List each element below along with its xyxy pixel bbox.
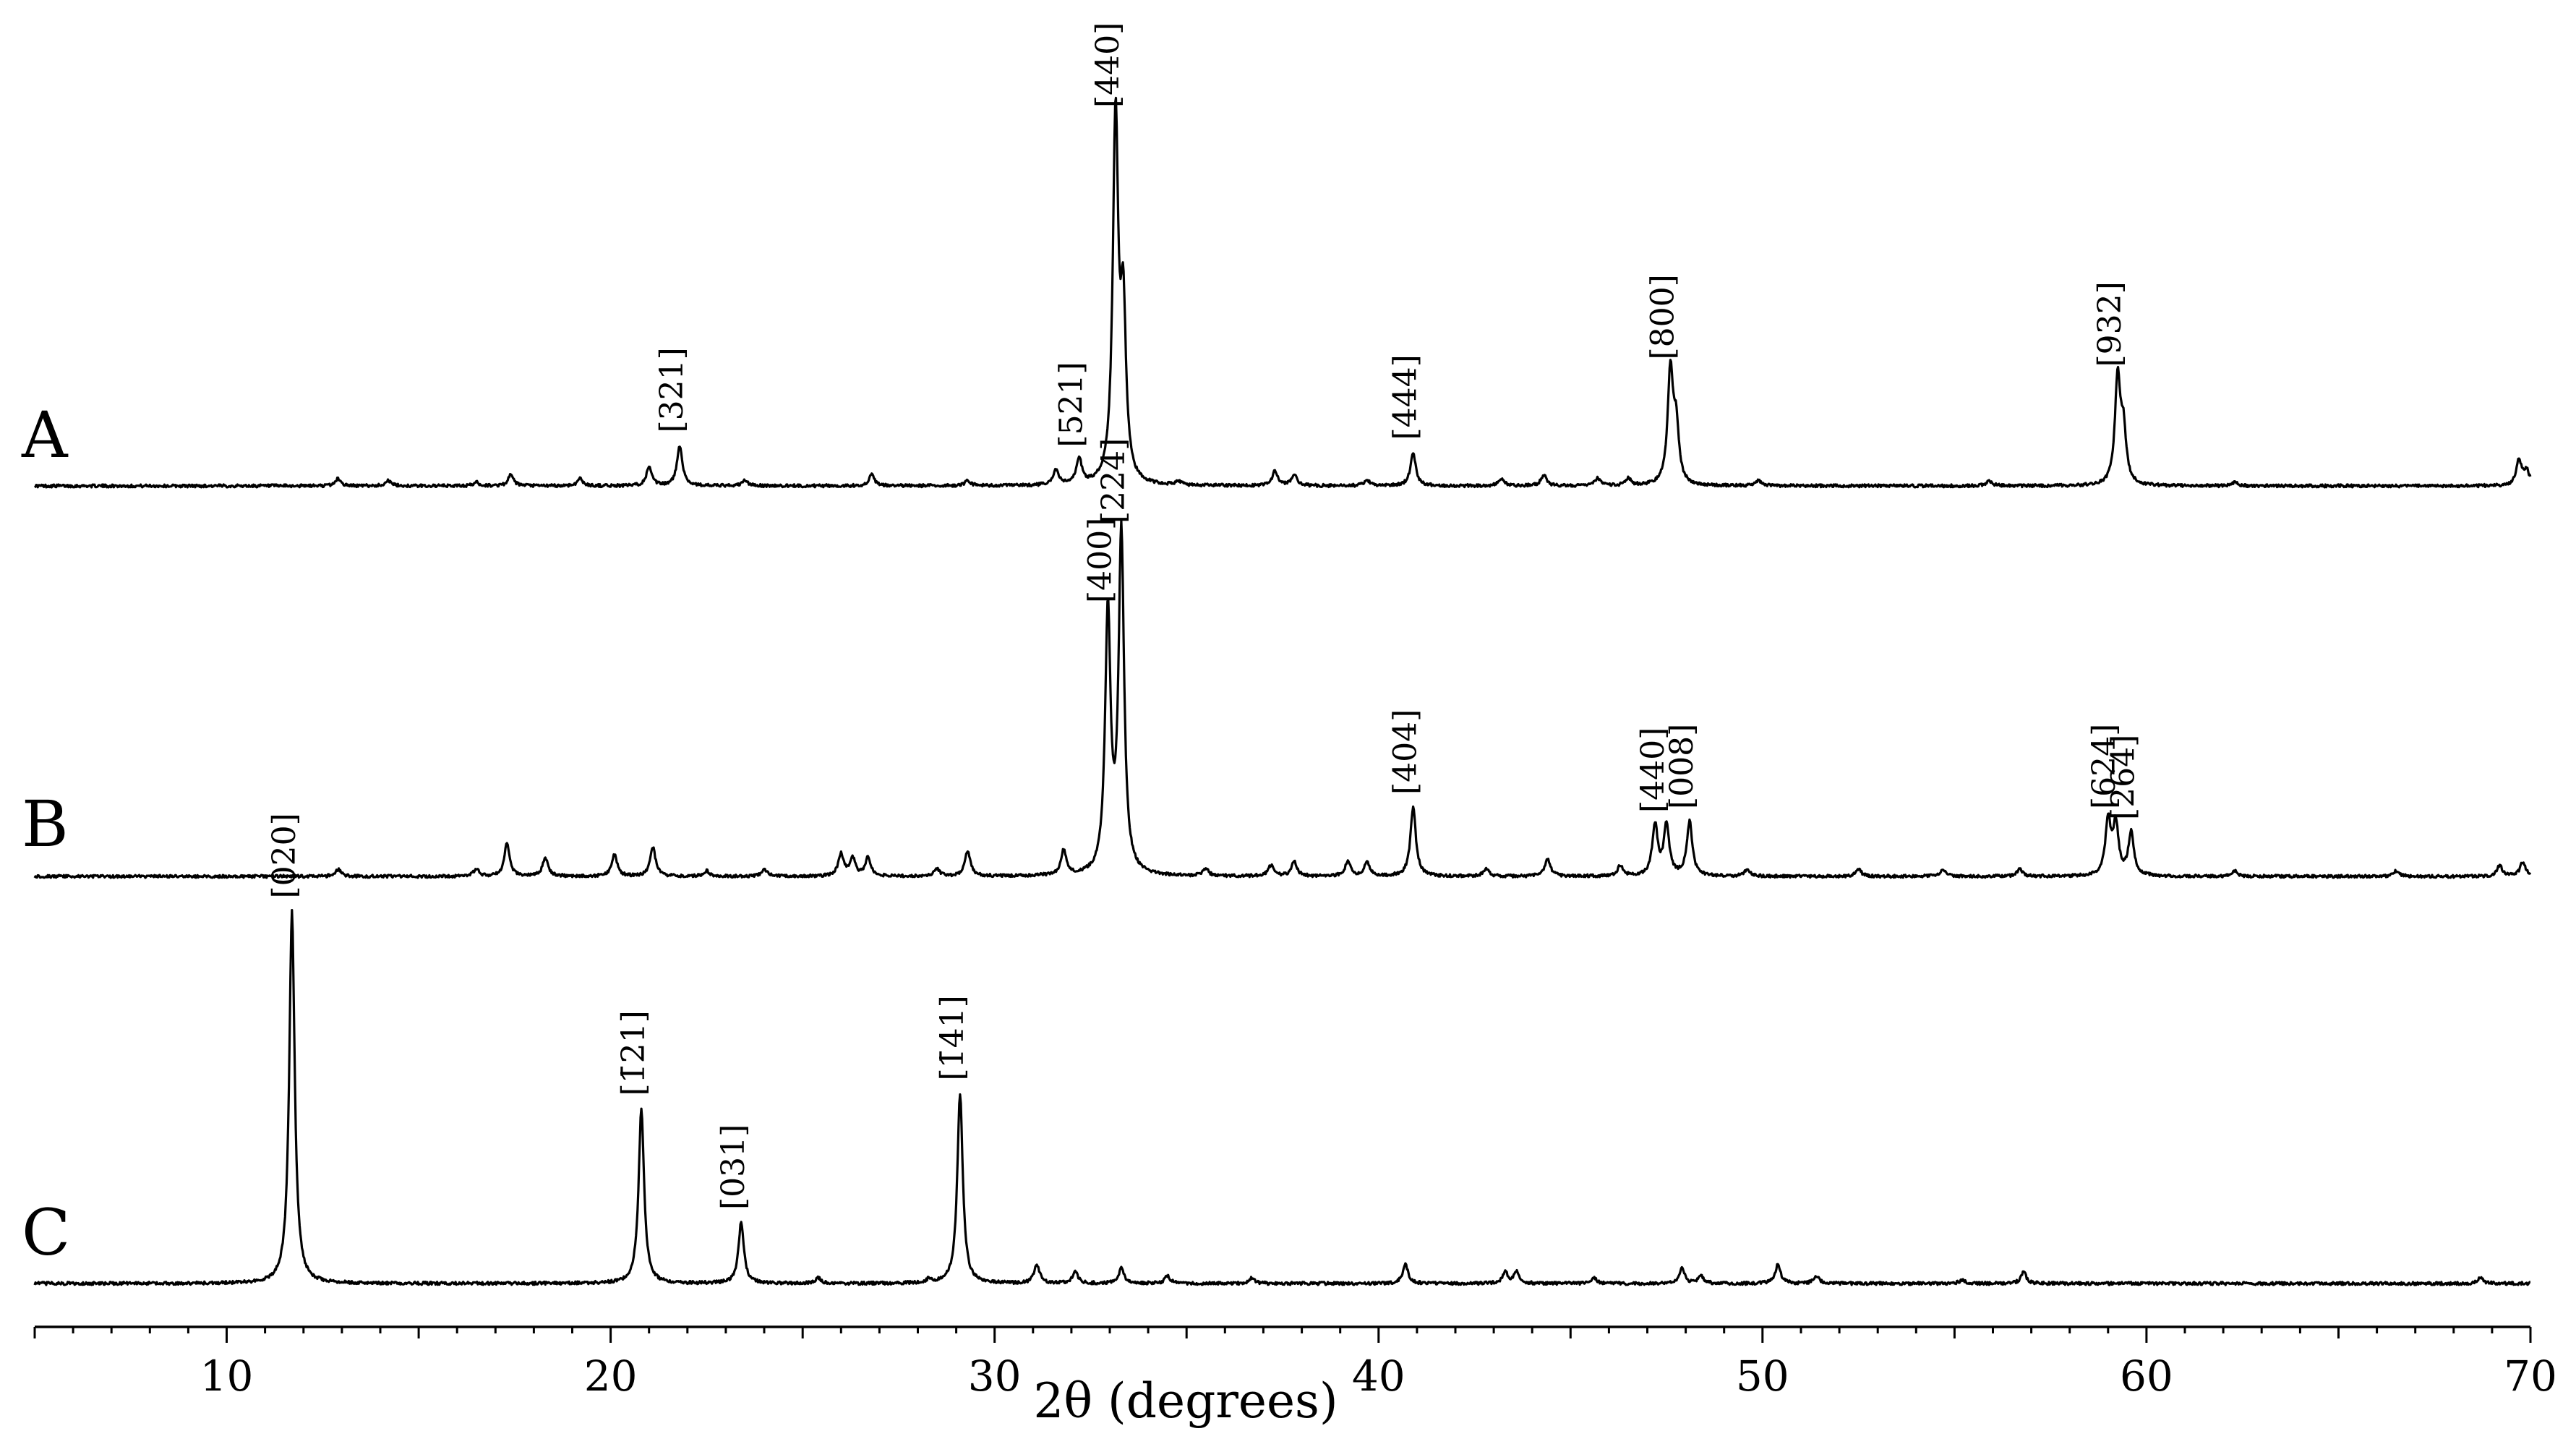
x-axis: 10 20 30 40 50 60 70 [33,1325,2557,1401]
peak-label: [1̄21] [615,1010,652,1096]
peak-label: [321] [654,347,690,432]
series-A-line [33,96,2532,489]
peak-label: [444] [1387,354,1424,440]
x-tick-label: 40 [1352,1351,1405,1401]
x-tick-label: 10 [200,1351,254,1401]
series-B: B [400][224] [404] [440][008] [624][264] [22,438,2532,879]
peak-label: [031] [715,1124,752,1210]
series-layer: A [321] [521] [440] [444] [800] [932] B [400][22… [21,22,2532,1286]
series-C-line [33,909,2531,1286]
series-name-label: A [21,398,69,472]
peak-label: [1̄41] [934,995,971,1080]
peak-label: [521] [1053,362,1090,447]
peak-label: [008] [1664,724,1700,809]
peak-label: [440] [1635,727,1672,813]
x-tick-label: 50 [1736,1351,1789,1401]
peak-label: [224] [1095,438,1132,524]
x-tick-label: 60 [2120,1351,2173,1401]
x-tick-label: 70 [2504,1351,2557,1401]
peak-label: [404] [1387,709,1424,795]
peak-label: [624] [2086,724,2123,809]
peak-label: [264] [2105,735,2142,820]
series-C: C [020] [1̄21] [031] [1̄41] [22,813,2531,1286]
series-A: A [321] [521] [440] [444] [800] [932] [21,22,2532,489]
series-name-label: B [22,787,69,861]
peak-label: [020] [266,813,303,898]
x-tick-label: 20 [584,1351,638,1401]
x-tick-label: 30 [968,1351,1022,1401]
peak-label: [932] [2092,281,2128,367]
peak-label: [800] [1644,274,1681,359]
peak-label: [400] [1082,518,1118,603]
series-B-line [33,519,2532,879]
peak-label: [440] [1090,22,1126,108]
series-name-label: C [22,1195,70,1270]
x-axis-title: 2θ (degrees) [1033,1373,1338,1429]
